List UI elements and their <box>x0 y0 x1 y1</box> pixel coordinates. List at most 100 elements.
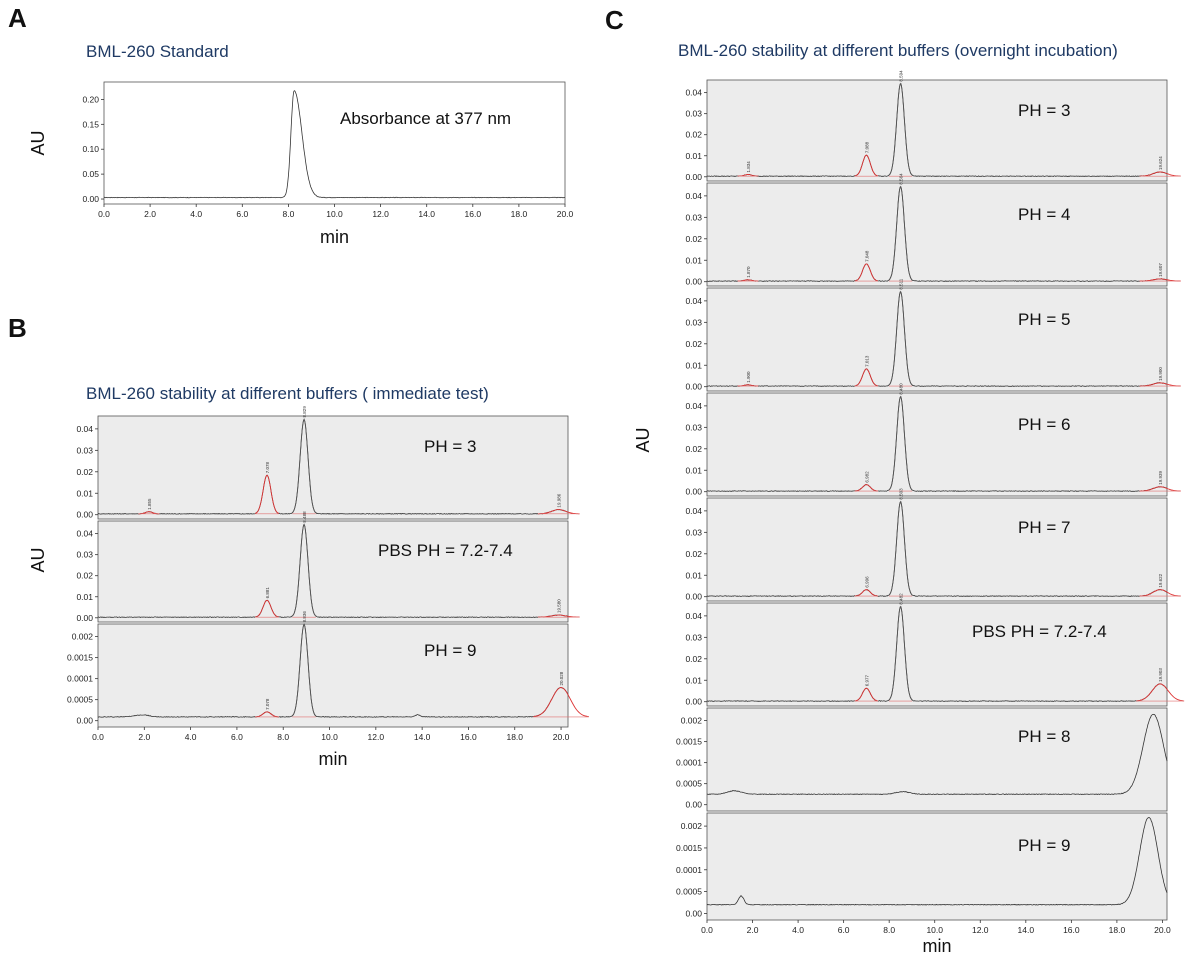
y-tick-label: 0.01 <box>685 360 702 370</box>
x-tick-label: 0.0 <box>701 925 713 935</box>
y-tick-label: 0.05 <box>82 169 99 179</box>
peak-retention-label: 1.855 <box>147 498 152 510</box>
x-tick-label: 14.0 <box>1018 925 1035 935</box>
plot-area <box>706 602 1168 707</box>
x-tick-label: 2.0 <box>138 732 150 742</box>
y-axis-label: AU <box>633 427 653 452</box>
chromatogram-trace <box>97 623 569 718</box>
panel-letter-a: A <box>8 3 27 33</box>
y-tick-label: 0.03 <box>685 422 702 432</box>
y-tick-label: 0.03 <box>685 527 702 537</box>
x-tick-label: 20.0 <box>557 209 574 219</box>
y-tick-label: 0.01 <box>685 570 702 580</box>
peak-retention-label: 7.048 <box>864 250 869 262</box>
peak-retention-label: 8.480 <box>899 383 904 395</box>
peak-highlight <box>291 623 317 717</box>
y-tick-label: 0.00 <box>685 487 702 497</box>
y-tick-label: 0.00 <box>685 277 702 287</box>
x-tick-label: 2.0 <box>747 925 759 935</box>
condition-label: PH = 6 <box>1018 415 1070 434</box>
y-tick-label: 0.00 <box>82 194 99 204</box>
plot-area <box>706 497 1168 602</box>
y-tick-label: 0.01 <box>685 675 702 685</box>
y-tick-label: 0.04 <box>76 424 93 434</box>
peak-highlight <box>291 523 317 617</box>
x-tick-label: 12.0 <box>372 209 389 219</box>
peak-retention-label: 19.580 <box>557 599 562 613</box>
condition-label: PBS PH = 7.2-7.4 <box>972 622 1107 641</box>
x-tick-label: 4.0 <box>792 925 804 935</box>
plot-area <box>97 623 569 728</box>
x-tick-label: 14.0 <box>418 209 435 219</box>
panel-letter-b: B <box>8 313 27 343</box>
y-tick-label: 0.02 <box>685 234 702 244</box>
peak-retention-label: 8.488 <box>302 511 307 523</box>
condition-label: PH = 4 <box>1018 205 1070 224</box>
chromatogram-trace <box>97 418 569 515</box>
y-tick-label: 0.03 <box>685 317 702 327</box>
peak-retention-label: 7.013 <box>864 355 869 367</box>
x-tick-label: 10.0 <box>926 925 943 935</box>
x-tick-label: 10.0 <box>321 732 338 742</box>
y-tick-label: 0.04 <box>685 296 702 306</box>
y-tick-label: 0.00 <box>685 172 702 182</box>
x-tick-label: 20.0 <box>553 732 570 742</box>
peak-retention-label: 7.078 <box>265 698 270 710</box>
condition-label: PBS PH = 7.2-7.4 <box>378 541 513 560</box>
y-tick-label: 0.02 <box>685 339 702 349</box>
y-tick-label: 0.02 <box>685 130 702 140</box>
panel-letter-c: C <box>605 5 624 35</box>
y-tick-label: 0.002 <box>72 632 94 642</box>
panel-c-title: BML-260 stability at different buffers (… <box>678 41 1118 60</box>
peak-highlight <box>1139 382 1181 387</box>
y-tick-label: 0.0005 <box>676 887 702 897</box>
peak-highlight <box>138 511 160 515</box>
y-tick-label: 0.01 <box>685 255 702 265</box>
y-tick-label: 0.04 <box>685 506 702 516</box>
y-tick-label: 0.0005 <box>676 779 702 789</box>
peak-retention-label: 8.836 <box>302 611 307 623</box>
chromatogram-trace <box>706 291 1168 387</box>
peak-highlight <box>888 82 913 176</box>
y-tick-label: 0.03 <box>76 445 93 455</box>
x-tick-label: 18.0 <box>511 209 528 219</box>
peak-highlight <box>533 687 589 718</box>
peak-retention-label: 6.881 <box>265 587 270 599</box>
condition-label: PH = 3 <box>1018 101 1070 120</box>
y-tick-label: 0.04 <box>685 88 702 98</box>
chromatogram-trace <box>707 396 1168 492</box>
peak-retention-label: 1.870 <box>746 266 751 278</box>
peak-highlight <box>1139 589 1181 597</box>
peak-highlight <box>1139 278 1181 282</box>
peak-retention-label: 19.903 <box>1158 668 1163 682</box>
peak-highlight <box>255 599 279 618</box>
x-tick-label: 16.0 <box>460 732 477 742</box>
x-tick-label: 8.0 <box>883 925 895 935</box>
peak-retention-label: 7.088 <box>864 141 869 153</box>
y-tick-label: 0.03 <box>685 109 702 119</box>
chromatogram-trace <box>706 606 1168 702</box>
chart-a: 0.00 0.05 0.10 0.15 0.20 Absorbance at 377 nm… <box>28 81 574 247</box>
peak-highlight <box>888 290 913 386</box>
plot-area <box>97 415 569 520</box>
panel-b-title: BML-260 stability at different buffers (… <box>86 384 489 403</box>
y-tick-label: 0.00 <box>76 510 93 520</box>
chromatogram-trace <box>104 90 565 199</box>
y-tick-label: 0.0005 <box>67 695 93 705</box>
y-tick-label: 0.02 <box>76 467 93 477</box>
y-tick-label: 0.03 <box>685 632 702 642</box>
peak-highlight <box>854 484 878 492</box>
y-tick-label: 0.002 <box>681 821 703 831</box>
y-tick-label: 0.04 <box>685 191 702 201</box>
y-tick-label: 0.00 <box>685 908 702 918</box>
peak-highlight <box>888 185 913 281</box>
peak-retention-label: 6.996 <box>864 576 869 588</box>
peak-retention-label: 19.607 <box>1158 263 1163 277</box>
y-tick-label: 0.04 <box>76 529 93 539</box>
y-tick-label: 0.01 <box>76 488 93 498</box>
peak-highlight <box>1139 171 1181 177</box>
y-tick-label: 0.0015 <box>676 843 702 853</box>
chromatogram-trace <box>706 83 1168 177</box>
condition-label: PH = 3 <box>424 437 476 456</box>
y-tick-label: 0.01 <box>76 592 93 602</box>
